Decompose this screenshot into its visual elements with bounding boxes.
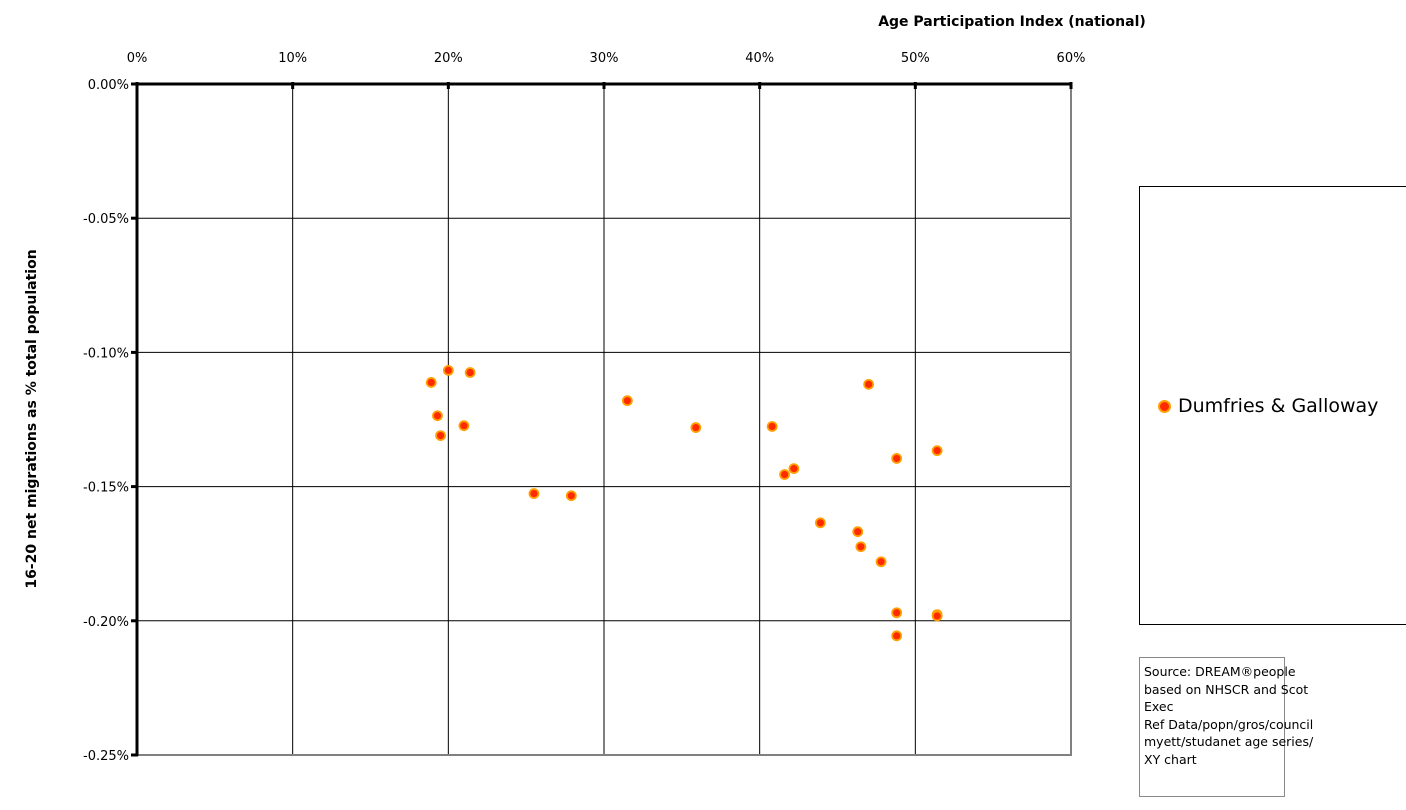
data-point — [863, 378, 875, 390]
data-point — [442, 364, 454, 376]
data-point — [855, 541, 867, 553]
x-tick-label: 0% — [127, 51, 148, 66]
source-line: Ref Data/popn/gros/council — [1144, 716, 1314, 732]
data-point — [621, 395, 633, 407]
x-axis-title: Age Participation Index (national) — [878, 14, 1146, 30]
data-point — [464, 367, 476, 378]
source-line: XY chart — [1144, 751, 1197, 767]
source-line: Source: DREAM®people — [1144, 664, 1296, 679]
legend-label: Dumfries & Galloway — [1178, 395, 1379, 417]
legend: Dumfries & Galloway — [1139, 186, 1406, 625]
y-tick-label: 0.00% — [88, 78, 129, 93]
data-point — [931, 445, 943, 457]
data-point — [690, 422, 702, 433]
data-point — [788, 463, 800, 475]
data-point — [891, 630, 903, 642]
data-point — [814, 517, 826, 529]
x-tick-label: 40% — [745, 51, 774, 66]
data-point — [852, 526, 864, 538]
x-tick-label: 20% — [434, 51, 463, 66]
data-point — [875, 556, 887, 568]
data-point — [891, 607, 903, 619]
x-tick-label: 50% — [901, 51, 930, 66]
source-note: Source: DREAM®people based on NHSCR and … — [1139, 657, 1314, 797]
data-point — [891, 453, 903, 464]
data-points — [425, 364, 943, 642]
data-point — [435, 430, 446, 442]
x-tick-label: 10% — [278, 51, 307, 66]
data-point — [432, 410, 443, 422]
x-tick-label: 60% — [1057, 51, 1086, 66]
y-tick-labels: 0.00% -0.05% -0.10% -0.15% -0.20% -0.25% — [83, 78, 129, 764]
data-point — [766, 421, 778, 432]
data-point — [931, 610, 943, 622]
x-tick-labels: 0% 10% 20% 30% 40% 50% 60% — [127, 51, 1086, 66]
gridlines — [137, 84, 1071, 755]
y-tick-label: -0.15% — [83, 481, 129, 496]
y-tick-label: -0.10% — [83, 346, 129, 361]
y-tick-label: -0.25% — [83, 749, 129, 764]
legend-marker-icon — [1158, 399, 1171, 413]
y-tick-label: -0.05% — [83, 212, 129, 227]
y-tick-label: -0.20% — [83, 615, 129, 630]
data-point — [425, 377, 437, 388]
y-axis-title: 16-20 net migrations as % total populati… — [24, 249, 40, 588]
data-point — [458, 420, 470, 432]
data-point — [779, 469, 790, 480]
axes — [131, 82, 1073, 757]
data-point — [565, 490, 577, 502]
legend-item-dumfries-galloway: Dumfries & Galloway — [1158, 395, 1378, 417]
source-line: Exec — [1144, 699, 1174, 714]
data-point — [528, 488, 540, 499]
source-line: based on NHSCR and Scot — [1144, 681, 1309, 697]
source-line: myett/studanet age series/ — [1144, 734, 1314, 749]
x-tick-label: 30% — [590, 51, 619, 66]
